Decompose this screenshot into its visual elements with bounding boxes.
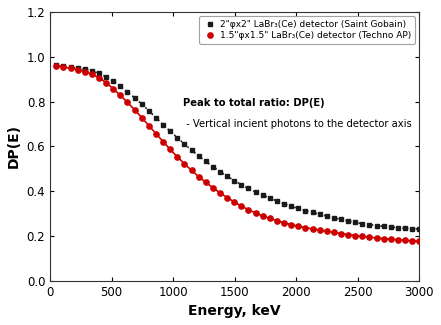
1.5"φx1.5" LaBr₃(Ce) detector (Techno AP) [54, 64, 59, 68]
1.5"φx1.5" LaBr₃(Ce) detector (Techno AP) [288, 223, 294, 227]
Text: - Vertical incient photons to the detector axis: - Vertical incient photons to the detect… [183, 119, 412, 129]
Y-axis label: DP(E): DP(E) [7, 124, 21, 168]
Line: 2"φx2" LaBr₃(Ce) detector (Saint Gobain): 2"φx2" LaBr₃(Ce) detector (Saint Gobain) [54, 62, 422, 232]
Legend: 2"φx2" LaBr₃(Ce) detector (Saint Gobain), 1.5"φx1.5" LaBr₃(Ce) detector (Techno : 2"φx2" LaBr₃(Ce) detector (Saint Gobain)… [199, 17, 415, 44]
1.5"φx1.5" LaBr₃(Ce) detector (Techno AP) [274, 219, 280, 223]
2"φx2" LaBr₃(Ce) detector (Saint Gobain) [82, 67, 87, 71]
X-axis label: Energy, keV: Energy, keV [188, 304, 281, 318]
2"φx2" LaBr₃(Ce) detector (Saint Gobain) [54, 63, 59, 67]
Line: 1.5"φx1.5" LaBr₃(Ce) detector (Techno AP): 1.5"φx1.5" LaBr₃(Ce) detector (Techno AP… [54, 63, 422, 244]
2"φx2" LaBr₃(Ce) detector (Saint Gobain) [417, 227, 422, 231]
2"φx2" LaBr₃(Ce) detector (Saint Gobain) [182, 142, 187, 146]
2"φx2" LaBr₃(Ce) detector (Saint Gobain) [388, 225, 393, 229]
1.5"φx1.5" LaBr₃(Ce) detector (Techno AP) [182, 162, 187, 166]
2"φx2" LaBr₃(Ce) detector (Saint Gobain) [288, 204, 294, 208]
Text: Peak to total ratio: DP(E): Peak to total ratio: DP(E) [183, 98, 325, 108]
2"φx2" LaBr₃(Ce) detector (Saint Gobain) [224, 174, 230, 178]
1.5"φx1.5" LaBr₃(Ce) detector (Techno AP) [82, 70, 87, 73]
1.5"φx1.5" LaBr₃(Ce) detector (Techno AP) [224, 196, 230, 200]
1.5"φx1.5" LaBr₃(Ce) detector (Techno AP) [388, 237, 393, 241]
2"φx2" LaBr₃(Ce) detector (Saint Gobain) [274, 199, 280, 203]
1.5"φx1.5" LaBr₃(Ce) detector (Techno AP) [417, 239, 422, 243]
